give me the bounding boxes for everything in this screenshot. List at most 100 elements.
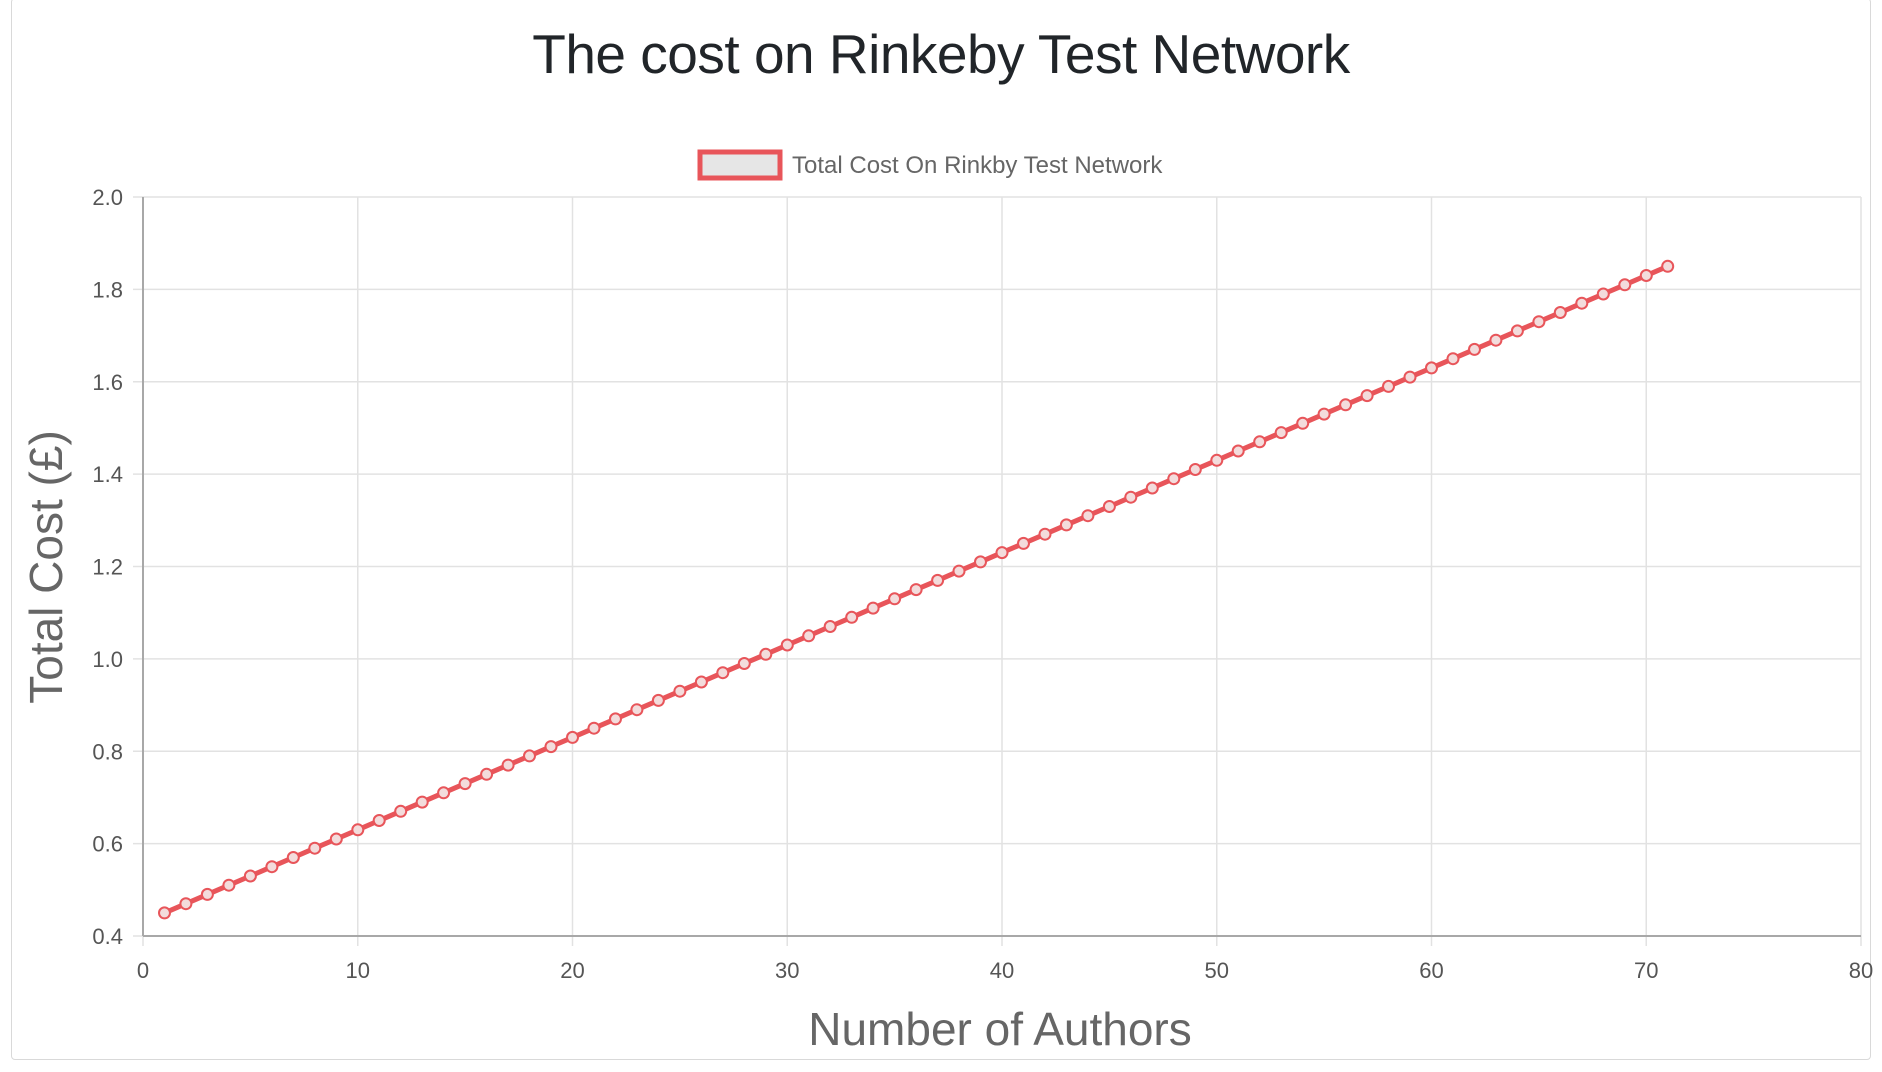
y-tick-label: 0.8 xyxy=(92,739,123,764)
data-point xyxy=(265,860,279,874)
data-point xyxy=(179,897,193,911)
x-axis-title: Number of Authors xyxy=(808,1003,1192,1055)
series-total-cost xyxy=(158,259,1675,920)
data-point xyxy=(437,786,451,800)
chart-title: The cost on Rinkeby Test Network xyxy=(532,23,1350,85)
data-point xyxy=(716,666,730,680)
grid-lines xyxy=(133,196,1862,946)
x-tick-label: 70 xyxy=(1634,958,1658,983)
data-point xyxy=(845,610,859,624)
data-point xyxy=(1059,518,1073,532)
data-point xyxy=(1038,527,1052,541)
data-point xyxy=(587,721,601,735)
data-point xyxy=(1339,398,1353,412)
data-point xyxy=(1403,370,1417,384)
data-point xyxy=(1167,472,1181,486)
legend[interactable]: Total Cost On Rinkby Test Network xyxy=(697,149,1163,181)
data-point xyxy=(1575,296,1589,310)
y-tick-label: 1.8 xyxy=(92,277,123,302)
data-point xyxy=(1317,407,1331,421)
y-tick-label: 1.6 xyxy=(92,370,123,395)
x-tick-label: 10 xyxy=(346,958,370,983)
legend-swatch[interactable] xyxy=(697,149,783,181)
legend-label[interactable]: Total Cost On Rinkby Test Network xyxy=(792,152,1163,179)
y-tick-label: 1.0 xyxy=(92,647,123,672)
data-point xyxy=(759,647,773,661)
y-tick-label: 0.4 xyxy=(92,924,123,949)
data-point xyxy=(694,675,708,689)
x-tick-label: 50 xyxy=(1205,958,1229,983)
data-point xyxy=(1661,259,1675,273)
data-point xyxy=(737,657,751,670)
data-point xyxy=(651,693,665,707)
data-point xyxy=(974,555,987,569)
data-point xyxy=(372,814,386,827)
data-point xyxy=(1210,453,1224,467)
data-point xyxy=(1081,509,1095,523)
x-tick-label: 30 xyxy=(775,958,799,983)
y-axis-title: Total Cost (£) xyxy=(20,430,72,704)
y-tick-label: 0.6 xyxy=(92,832,123,857)
x-tick-label: 0 xyxy=(137,958,149,983)
data-point xyxy=(952,564,966,578)
y-tick-label: 1.2 xyxy=(92,555,123,580)
x-tick-label: 20 xyxy=(560,958,584,983)
data-point xyxy=(286,851,300,864)
data-point xyxy=(200,887,214,901)
data-point xyxy=(1253,435,1267,449)
data-point xyxy=(1468,342,1481,356)
y-tick-label: 1.4 xyxy=(92,462,123,487)
data-point xyxy=(329,832,343,846)
data-point xyxy=(1553,306,1567,319)
data-point xyxy=(415,795,429,809)
data-point xyxy=(308,841,322,855)
data-point xyxy=(1274,426,1288,440)
data-point xyxy=(609,712,622,726)
data-point xyxy=(630,703,644,717)
data-point xyxy=(1596,287,1610,301)
x-tick-label: 80 xyxy=(1849,958,1873,983)
data-point xyxy=(1017,536,1030,550)
data-point xyxy=(888,592,902,606)
data-point xyxy=(1425,361,1438,375)
data-point xyxy=(1145,481,1159,495)
data-point xyxy=(394,804,408,818)
chart-card xyxy=(11,0,1871,1060)
data-point xyxy=(1639,269,1653,282)
data-point xyxy=(544,740,558,754)
data-point xyxy=(1296,416,1310,430)
data-point xyxy=(909,583,923,597)
x-tick-label: 60 xyxy=(1419,958,1443,983)
data-point xyxy=(566,730,579,744)
data-point xyxy=(931,573,945,587)
data-point xyxy=(1124,490,1138,504)
data-point xyxy=(222,878,236,892)
data-point xyxy=(673,684,687,698)
data-point xyxy=(1231,444,1245,458)
axes xyxy=(142,197,1861,937)
y-tick-label: 2.0 xyxy=(92,185,123,210)
data-point xyxy=(1360,389,1374,403)
data-point xyxy=(802,629,816,643)
data-point xyxy=(1510,324,1524,338)
data-point xyxy=(480,767,494,781)
data-point xyxy=(501,758,515,772)
data-point xyxy=(866,601,880,615)
data-point xyxy=(995,546,1009,560)
data-point xyxy=(158,906,171,920)
data-point xyxy=(823,620,837,633)
data-point xyxy=(523,749,536,763)
data-point xyxy=(1382,379,1395,393)
x-tick-label: 40 xyxy=(990,958,1014,983)
data-point xyxy=(1102,500,1116,513)
tick-labels: 0 10 20 30 40 50 60 70 80 0.4 0.6 0.8 1.0 1.2 1.4 1.6 1.… xyxy=(92,185,1873,983)
data-point xyxy=(1188,463,1202,476)
data-point xyxy=(351,823,365,837)
data-point xyxy=(1446,352,1460,366)
data-point xyxy=(1532,315,1546,329)
data-point xyxy=(1618,278,1632,292)
data-point xyxy=(1489,333,1503,347)
data-point xyxy=(458,777,472,791)
data-point xyxy=(780,638,794,652)
